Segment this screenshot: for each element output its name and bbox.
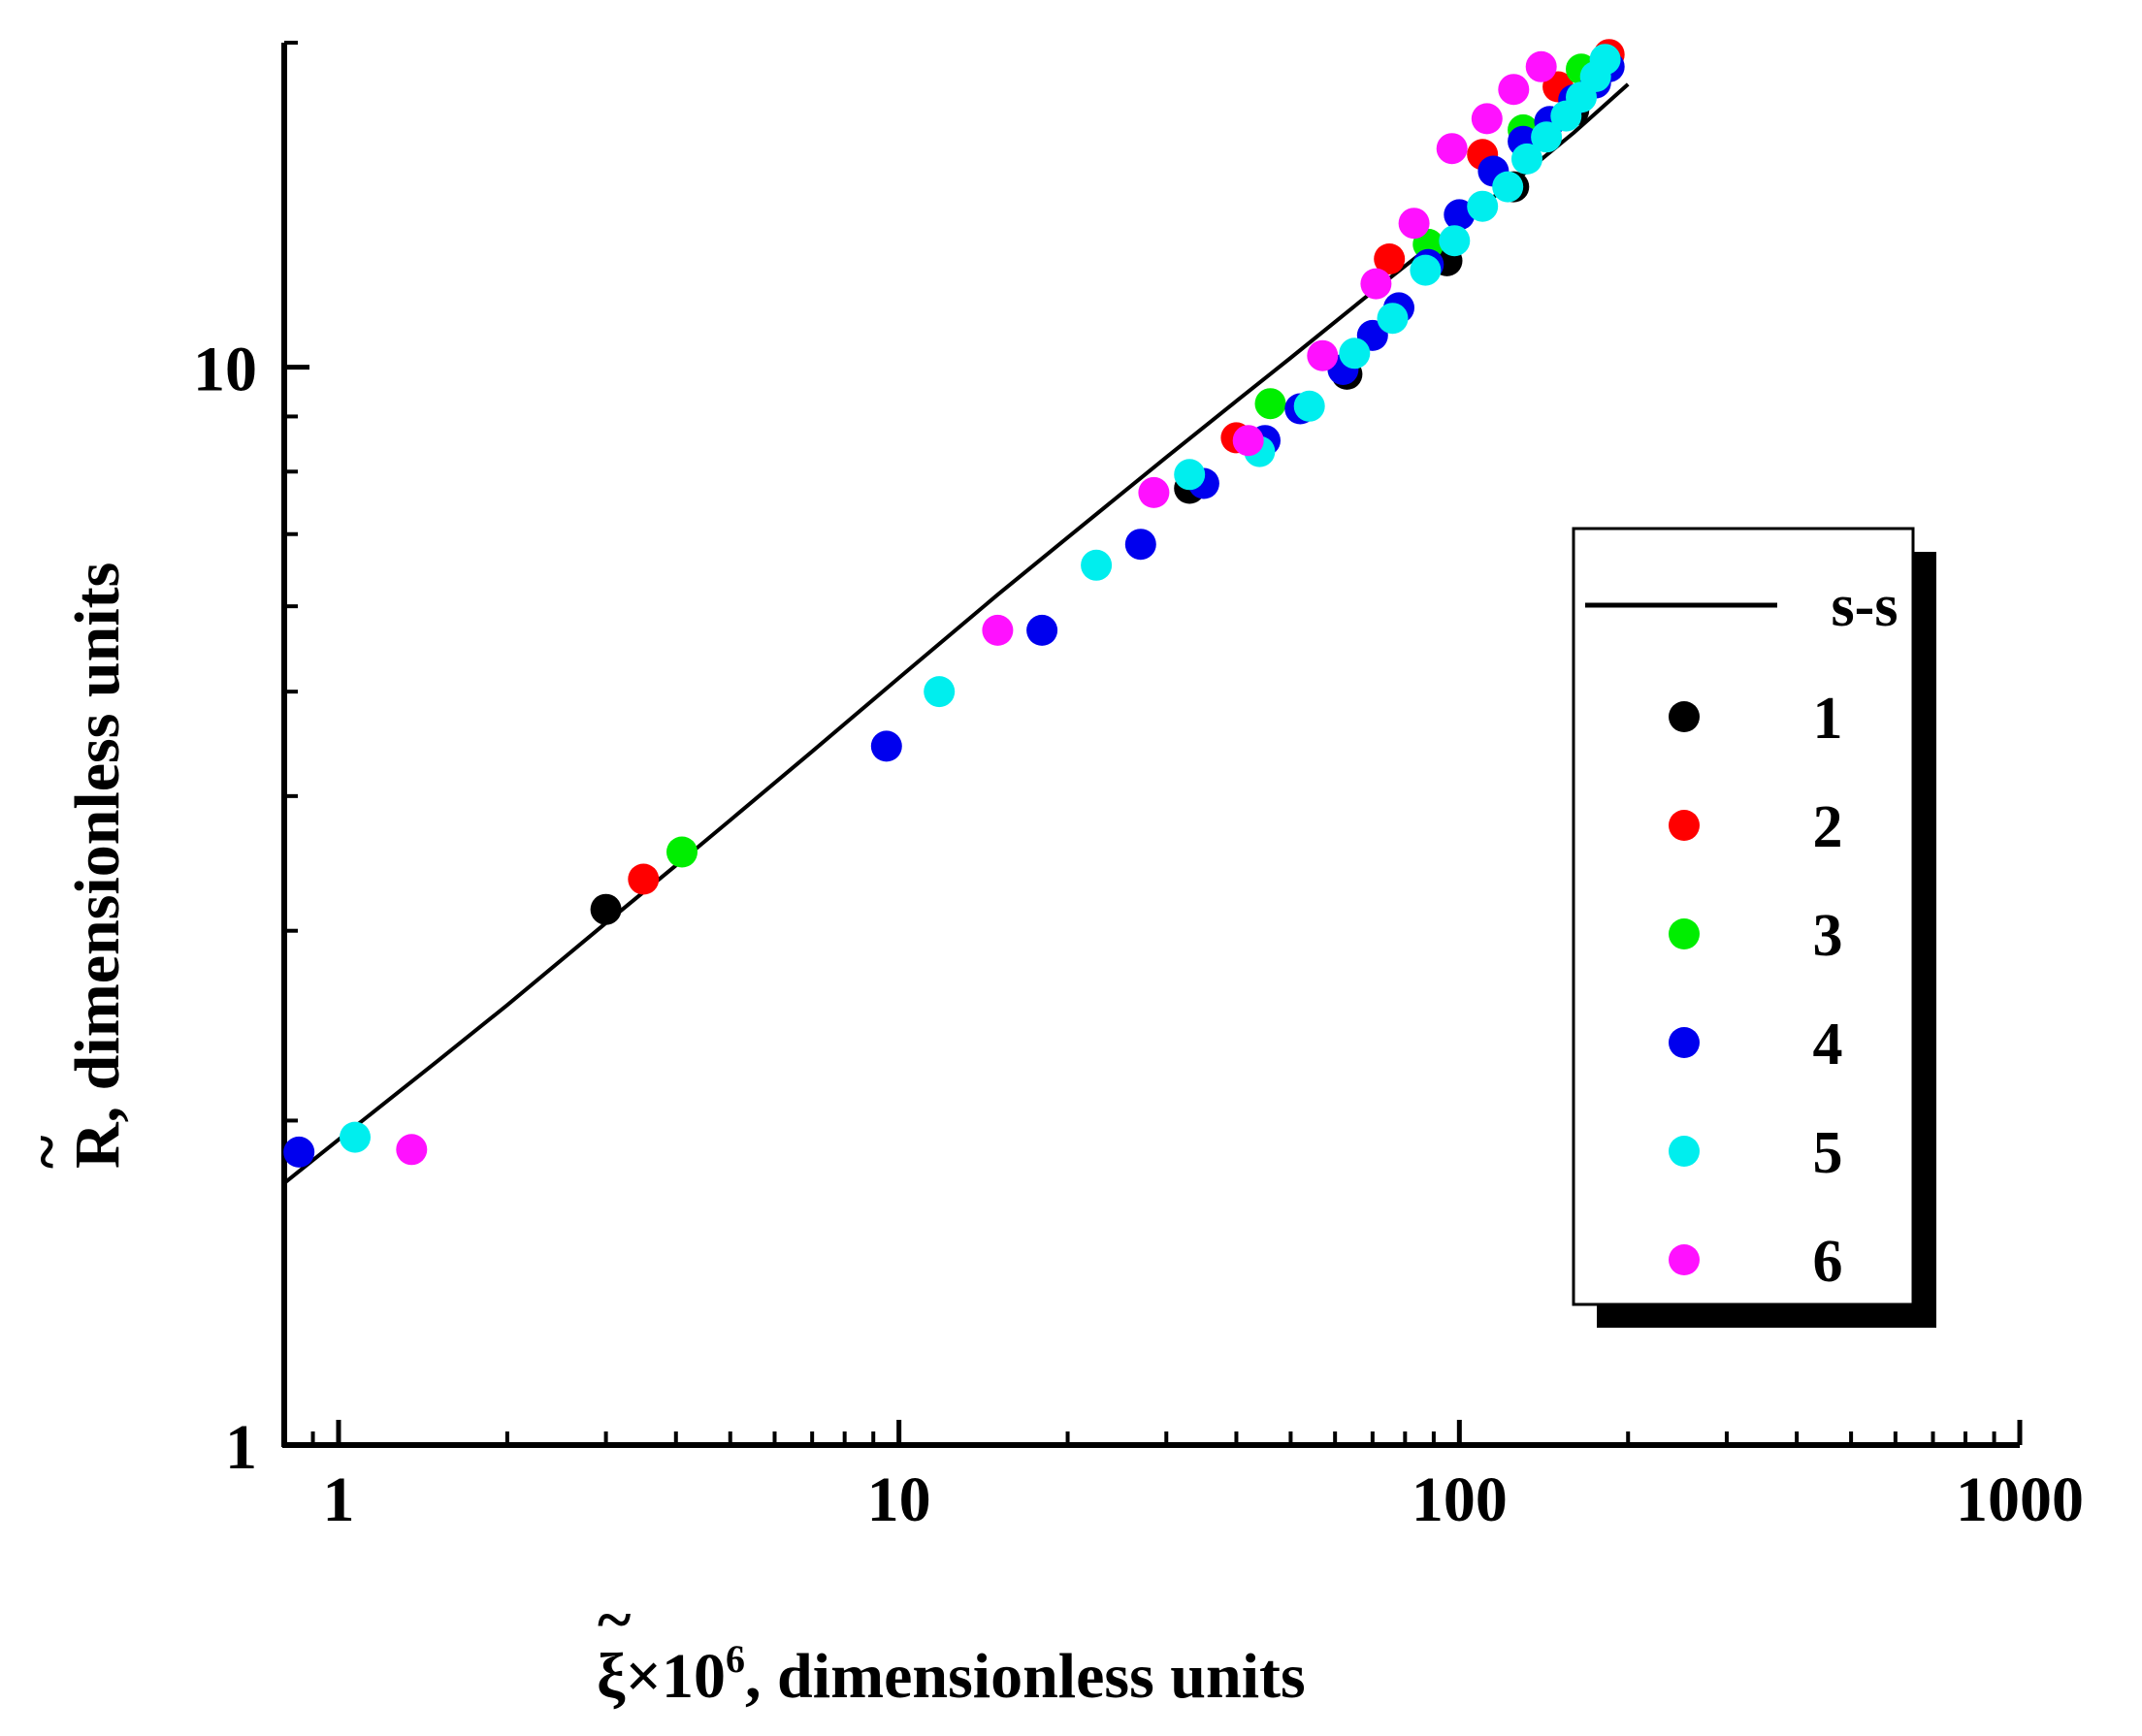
legend-box [1572, 527, 1915, 1306]
y-tick-label: 1 [225, 1412, 257, 1483]
data-points [283, 39, 1625, 1168]
point-series-6 [1436, 133, 1468, 165]
x-axis-multiplier: ×10 [625, 1641, 726, 1712]
legend-label: s-s [1832, 573, 1899, 639]
point-series-4 [1026, 614, 1058, 646]
legend-marker-5 [1669, 1136, 1700, 1167]
point-series-6 [1498, 74, 1530, 106]
point-series-4 [1124, 529, 1156, 561]
legend-label: 3 [1813, 903, 1843, 969]
point-series-3 [1254, 388, 1286, 420]
legend-marker-2 [1669, 810, 1700, 841]
legend-label: 4 [1813, 1012, 1843, 1077]
point-series-5 [1467, 190, 1499, 222]
point-series-5 [1511, 143, 1542, 175]
y-axis-title: R, dimensionless units [62, 563, 133, 1169]
point-series-4 [870, 730, 902, 762]
y-axis-units: , dimensionless units [62, 563, 133, 1123]
legend: s-s 1 2 3 4 5 6 [1572, 527, 1936, 1328]
series-2 [628, 39, 1625, 895]
point-series-5 [1293, 390, 1325, 422]
axis-titles: ξ×106, dimensionless units~R, dimensionl… [12, 563, 1306, 1712]
point-series-5 [1589, 44, 1621, 76]
x-axis-symbol: ξ [597, 1641, 626, 1712]
y-tick-label: 10 [193, 335, 257, 405]
point-series-2 [1374, 243, 1406, 274]
point-series-5 [924, 676, 956, 708]
series-1 [590, 95, 1590, 925]
legend-marker-4 [1669, 1027, 1700, 1058]
y-axis-symbol: R [62, 1121, 133, 1169]
series-6 [396, 50, 1557, 1166]
point-series-6 [1138, 476, 1170, 508]
x-tick-label: 1000 [1956, 1464, 2084, 1535]
point-series-5 [1339, 338, 1371, 370]
legend-label: 5 [1813, 1120, 1843, 1186]
legend-marker-6 [1669, 1244, 1700, 1275]
point-series-5 [1531, 121, 1563, 153]
point-series-5 [340, 1121, 371, 1153]
legend-label: 6 [1813, 1229, 1843, 1295]
legend-marker-1 [1669, 701, 1700, 732]
legend-label: 1 [1813, 686, 1843, 752]
point-series-3 [666, 836, 698, 868]
point-series-6 [1471, 103, 1503, 135]
point-series-5 [1377, 303, 1409, 335]
point-series-5 [1174, 459, 1206, 491]
axes: 1 10 100 1000 1 10 [193, 41, 2084, 1535]
point-series-5 [1492, 171, 1524, 203]
point-series-5 [1081, 549, 1113, 581]
point-series-4 [283, 1136, 315, 1168]
x-axis-units: , dimensionless units [745, 1641, 1306, 1712]
point-series-6 [1398, 208, 1430, 240]
legend-label: 2 [1813, 794, 1843, 860]
series-5 [340, 44, 1621, 1153]
x-tick-label: 100 [1412, 1464, 1508, 1535]
point-series-6 [396, 1134, 428, 1166]
legend-marker-3 [1669, 918, 1700, 949]
point-series-6 [982, 614, 1014, 646]
x-axis-symbol-tilde: ~ [598, 1585, 631, 1656]
series-3 [666, 53, 1597, 868]
point-series-6 [1232, 425, 1264, 457]
point-series-1 [590, 893, 622, 925]
point-series-6 [1307, 339, 1339, 371]
point-series-5 [1410, 254, 1442, 286]
point-series-2 [628, 863, 660, 895]
x-axis-title: ξ×106, dimensionless units [597, 1637, 1306, 1712]
x-axis-exponent: 6 [726, 1637, 745, 1681]
point-series-6 [1360, 268, 1392, 300]
point-series-6 [1525, 50, 1557, 82]
x-tick-label: 1 [322, 1464, 354, 1535]
y-axis-symbol-tilde: ~ [12, 1136, 82, 1169]
point-series-5 [1439, 225, 1471, 257]
x-tick-label: 10 [867, 1464, 931, 1535]
